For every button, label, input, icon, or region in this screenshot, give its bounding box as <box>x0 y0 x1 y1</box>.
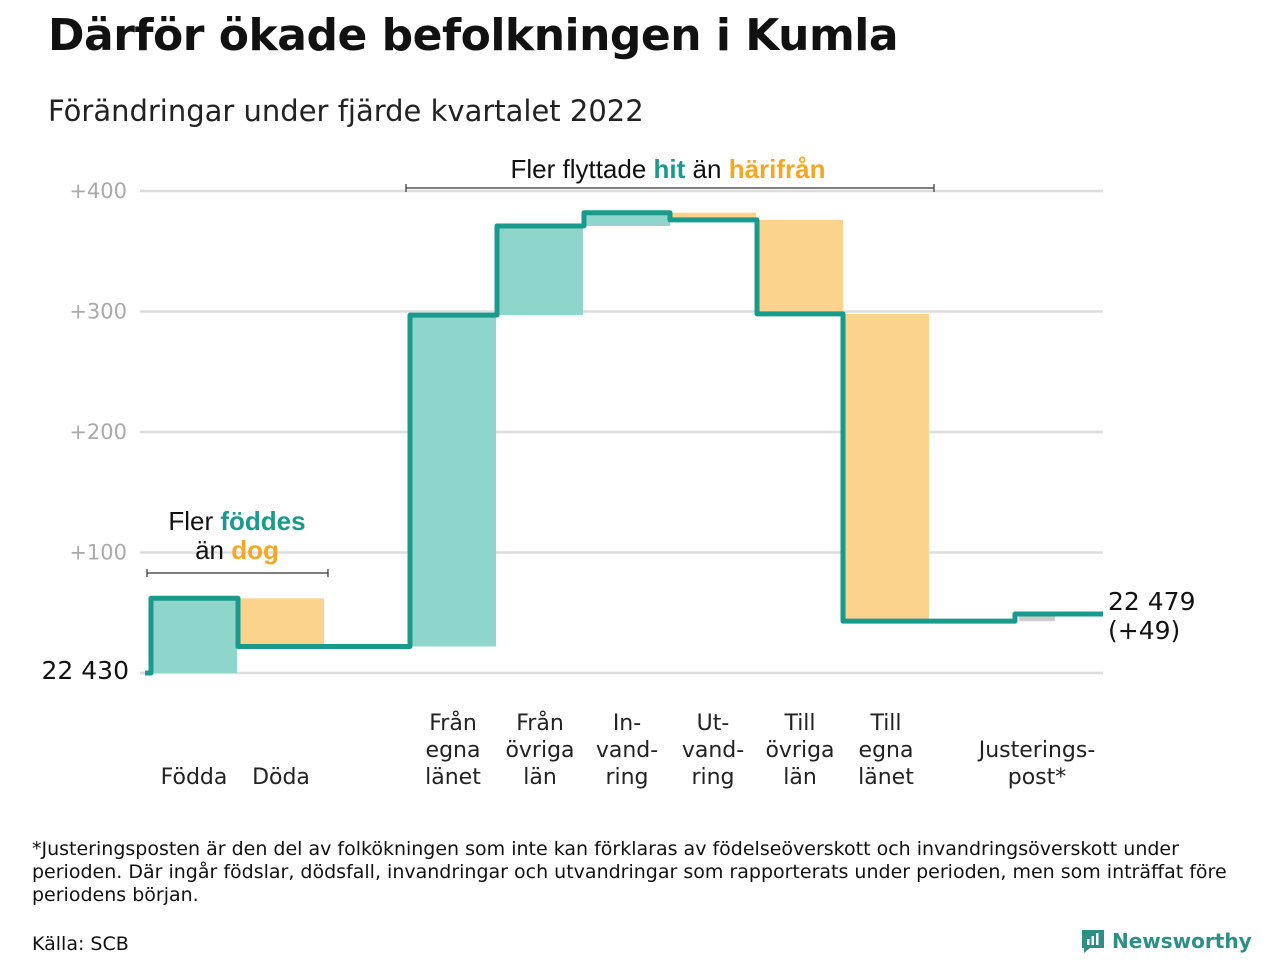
x-category-label: övriga <box>765 738 834 763</box>
births-annotation-line2: än dog <box>195 535 279 565</box>
net-change-label: (+49) <box>1108 616 1180 645</box>
x-category-label: Justerings- <box>977 738 1096 763</box>
start-population-label: 22 430 <box>42 656 129 685</box>
bar-adjustment <box>1019 613 1055 622</box>
x-category-label: egna <box>859 738 914 763</box>
x-category-label: egna <box>426 738 481 763</box>
chart-subtitle: Förändringar under fjärde kvartalet 2022 <box>48 94 644 128</box>
step-line <box>145 210 1103 676</box>
y-tick-label: +200 <box>69 420 127 444</box>
brand: Newsworthy <box>1080 928 1252 954</box>
bar-decrease <box>238 598 324 647</box>
cumulative-step-line <box>145 210 1103 676</box>
footnote: *Justeringsposten är den del av folkökni… <box>32 838 1227 906</box>
bar-increase <box>584 212 670 226</box>
x-category-label: Från <box>516 710 564 736</box>
x-category-label: län <box>523 765 557 790</box>
x-category-label: Till <box>869 711 901 736</box>
x-category-label: Döda <box>252 765 310 790</box>
x-category-label: övriga <box>505 738 574 763</box>
y-tick-label: +400 <box>69 179 127 203</box>
x-category-label: Födda <box>161 765 228 790</box>
x-category-label: Ut- <box>697 711 730 736</box>
x-category-label: ring <box>691 765 734 790</box>
bar-decrease <box>757 219 843 314</box>
end-population-label: 22 479 <box>1108 587 1195 616</box>
newsworthy-logo-icon <box>1082 930 1104 953</box>
y-tick-label: +300 <box>69 300 127 324</box>
x-category-label: Till <box>783 711 815 736</box>
x-category-label: vand- <box>596 738 658 763</box>
x-category-label: ring <box>605 765 648 790</box>
category-labels: Födda DödaFrånegnalänetFrånövrigalänIn-va… <box>42 587 1196 790</box>
moves-annotation: Fler flyttade hit än härifrån <box>510 154 825 184</box>
bar-increase <box>151 598 237 673</box>
x-category-label: län <box>783 765 817 790</box>
x-category-label: länet <box>425 765 481 790</box>
bar-increase <box>410 315 496 647</box>
source-label: Källa: SCB <box>32 933 129 955</box>
x-category-label: In- <box>613 711 641 736</box>
brand-name: Newsworthy <box>1112 929 1252 953</box>
bars <box>151 212 1055 673</box>
x-category-label: post* <box>1008 765 1067 790</box>
bar-increase <box>497 225 583 316</box>
chart-title: Därför ökade befolkningen i Kumla <box>48 10 899 61</box>
x-category-label: Från <box>429 710 477 736</box>
bar-decrease <box>843 313 929 622</box>
x-category-label: länet <box>858 765 914 790</box>
births-annotation-line1: Fler föddes <box>168 506 305 536</box>
y-tick-label: +100 <box>69 541 127 565</box>
x-category-label: vand- <box>682 738 744 763</box>
grid-lines: +100 +200 +300 +400 <box>69 179 1103 675</box>
bar-decrease <box>670 212 756 220</box>
